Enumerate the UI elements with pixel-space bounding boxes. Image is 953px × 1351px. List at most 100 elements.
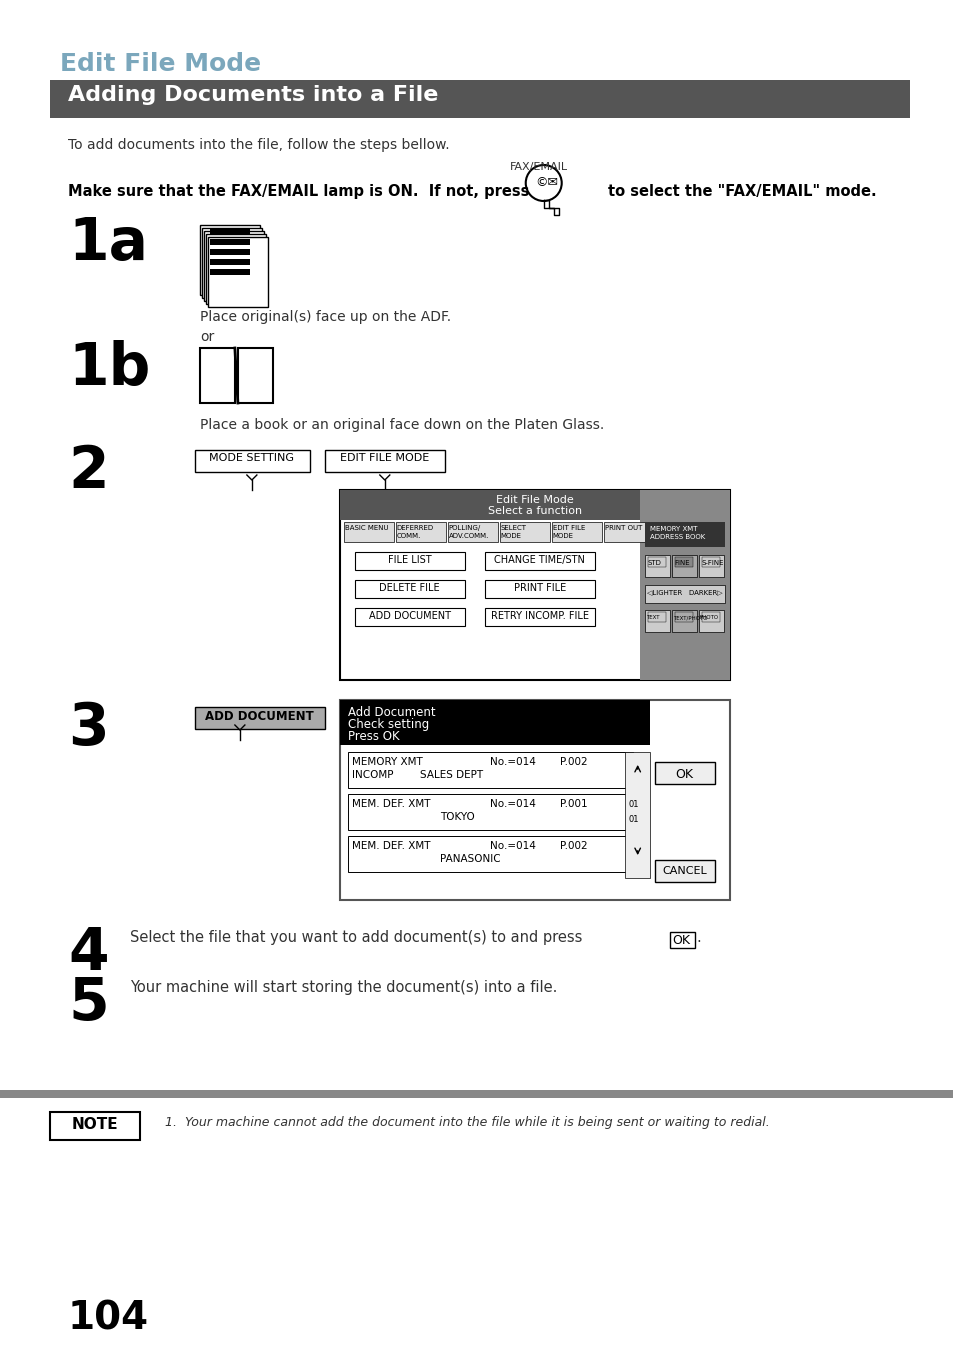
Text: ADD DOCUMENT: ADD DOCUMENT xyxy=(369,611,451,621)
Text: No.=014: No.=014 xyxy=(489,798,535,809)
Text: DELETE FILE: DELETE FILE xyxy=(379,584,439,593)
Text: MEMORY XMT: MEMORY XMT xyxy=(352,757,422,767)
Text: MODE: MODE xyxy=(500,534,521,539)
Bar xyxy=(194,450,310,471)
Text: .: . xyxy=(696,929,700,944)
Text: MEM. DEF. XMT: MEM. DEF. XMT xyxy=(352,798,430,809)
Bar xyxy=(210,269,250,276)
Text: No.=014: No.=014 xyxy=(489,757,535,767)
Text: MODE SETTING: MODE SETTING xyxy=(209,453,294,463)
Text: P.001: P.001 xyxy=(559,798,587,809)
Text: MODE: MODE xyxy=(552,534,573,539)
Text: Edit File Mode: Edit File Mode xyxy=(60,51,261,76)
Bar xyxy=(348,753,632,788)
Bar xyxy=(200,226,259,295)
Bar xyxy=(603,521,653,542)
Text: To add documents into the file, follow the steps bellow.: To add documents into the file, follow t… xyxy=(68,138,449,153)
Text: Press OK: Press OK xyxy=(348,730,399,743)
Bar xyxy=(447,521,497,542)
Bar xyxy=(339,490,729,520)
Text: 104: 104 xyxy=(68,1300,149,1337)
Bar xyxy=(325,450,444,471)
Bar xyxy=(208,236,268,307)
Bar xyxy=(339,490,729,680)
Text: Select a function: Select a function xyxy=(487,507,581,516)
Bar xyxy=(194,707,325,730)
Text: 2: 2 xyxy=(68,443,109,500)
Bar xyxy=(50,1112,140,1140)
Text: TOKYO: TOKYO xyxy=(439,812,474,821)
Bar xyxy=(343,521,394,542)
Text: INCOMP: INCOMP xyxy=(352,770,393,780)
Text: ADDRESS BOOK: ADDRESS BOOK xyxy=(649,534,704,540)
Bar xyxy=(210,239,250,245)
Text: P.002: P.002 xyxy=(559,842,587,851)
Circle shape xyxy=(525,165,561,201)
Bar xyxy=(348,836,632,871)
Text: Adding Documents into a File: Adding Documents into a File xyxy=(68,85,437,105)
Text: ◁LIGHTER   DARKER▷: ◁LIGHTER DARKER▷ xyxy=(646,589,721,594)
Text: Place original(s) face up on the ADF.: Place original(s) face up on the ADF. xyxy=(200,309,451,324)
Text: CANCEL: CANCEL xyxy=(661,866,706,875)
Bar xyxy=(644,611,669,632)
Bar xyxy=(700,612,719,621)
Bar xyxy=(499,521,549,542)
Bar xyxy=(210,249,250,255)
Text: P.002: P.002 xyxy=(559,757,587,767)
Text: EDIT FILE MODE: EDIT FILE MODE xyxy=(340,453,429,463)
Bar xyxy=(671,555,696,577)
Bar xyxy=(206,234,266,304)
Text: CHANGE TIME/STN: CHANGE TIME/STN xyxy=(494,555,584,565)
Bar xyxy=(237,349,273,403)
Text: OK: OK xyxy=(675,767,693,781)
Bar xyxy=(644,555,669,577)
Bar xyxy=(647,612,665,621)
Text: 01: 01 xyxy=(628,800,639,809)
Text: FILE LIST: FILE LIST xyxy=(388,555,431,565)
Bar xyxy=(210,259,250,265)
Bar xyxy=(654,861,714,882)
Text: STD: STD xyxy=(647,561,660,566)
Text: S-FINE: S-FINE xyxy=(700,561,723,566)
Text: to select the "FAX/EMAIL" mode.: to select the "FAX/EMAIL" mode. xyxy=(607,184,876,199)
Text: Your machine will start storing the document(s) into a file.: Your machine will start storing the docu… xyxy=(130,979,557,994)
Bar xyxy=(698,611,723,632)
Text: ADD DOCUMENT: ADD DOCUMENT xyxy=(205,711,314,723)
Text: PHOTO: PHOTO xyxy=(699,615,718,620)
Text: No.=014: No.=014 xyxy=(489,842,535,851)
Bar xyxy=(339,700,729,900)
Bar xyxy=(669,932,694,948)
Text: 1.  Your machine cannot add the document into the file while it is being sent or: 1. Your machine cannot add the document … xyxy=(165,1116,769,1129)
Text: SALES DEPT: SALES DEPT xyxy=(419,770,482,780)
Bar xyxy=(339,700,649,744)
Bar xyxy=(624,753,649,878)
Text: PRINT FILE: PRINT FILE xyxy=(513,584,565,593)
Text: TEXT: TEXT xyxy=(645,615,659,620)
Bar xyxy=(210,230,250,235)
Text: 1b: 1b xyxy=(68,340,151,397)
Bar xyxy=(355,553,464,570)
Bar xyxy=(644,585,724,603)
Bar xyxy=(551,521,601,542)
Bar xyxy=(674,557,692,567)
Text: BASIC MENU: BASIC MENU xyxy=(344,526,388,531)
Text: 3: 3 xyxy=(68,700,109,757)
Bar xyxy=(484,580,594,598)
Bar xyxy=(348,794,632,830)
Bar xyxy=(395,521,445,542)
Bar xyxy=(200,349,234,403)
Bar xyxy=(671,611,696,632)
Text: DEFERRED: DEFERRED xyxy=(396,526,434,531)
Text: 01: 01 xyxy=(628,815,639,824)
Text: Select the file that you want to add document(s) to and press: Select the file that you want to add doc… xyxy=(130,929,581,944)
Text: 5: 5 xyxy=(68,975,109,1032)
Text: Make sure that the FAX/EMAIL lamp is ON.  If not, press: Make sure that the FAX/EMAIL lamp is ON.… xyxy=(68,184,529,199)
Bar xyxy=(202,228,261,299)
Bar xyxy=(50,80,908,118)
Text: MEM. DEF. XMT: MEM. DEF. XMT xyxy=(352,842,430,851)
Text: SELECT: SELECT xyxy=(500,526,526,531)
Text: ©✉: ©✉ xyxy=(536,176,558,189)
Text: or: or xyxy=(200,330,213,345)
Bar xyxy=(355,608,464,626)
Text: OK: OK xyxy=(672,934,690,947)
